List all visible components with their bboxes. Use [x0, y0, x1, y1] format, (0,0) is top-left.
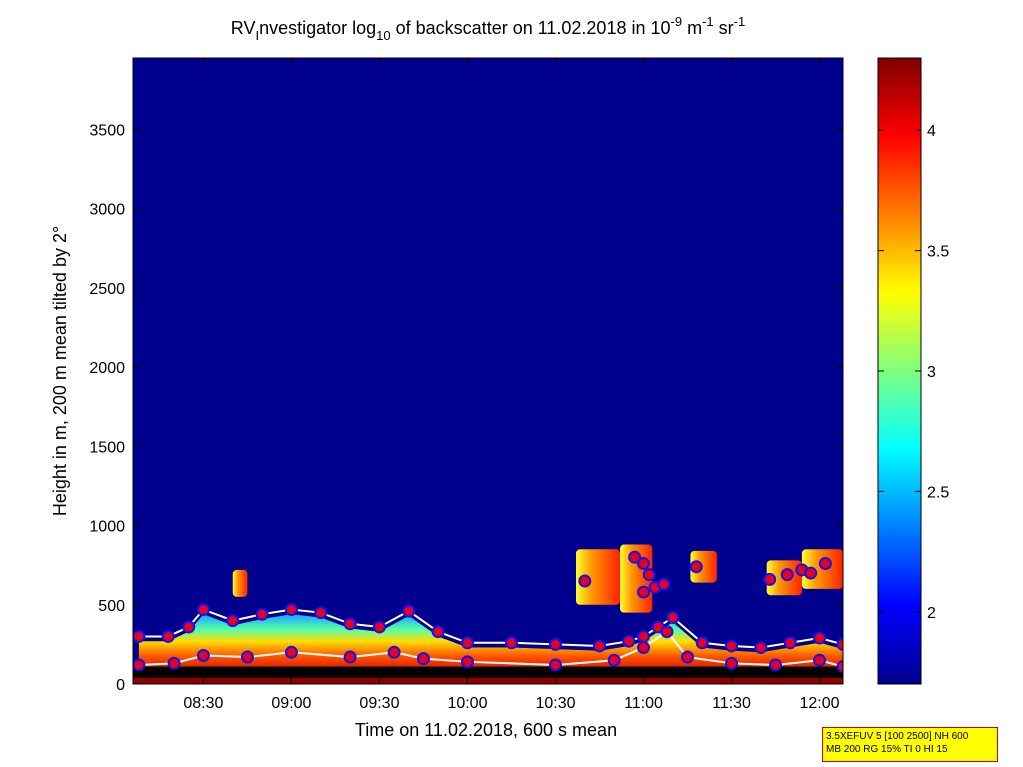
mid-marker-8 — [460, 655, 474, 669]
cloud-patch-0 — [232, 569, 248, 597]
bl-marker-7 — [314, 606, 328, 620]
bl-marker-10 — [402, 604, 416, 618]
y-axis-label: Height in m, 200 m mean tilted by 2° — [50, 226, 70, 516]
cloud-marker-0 — [578, 574, 592, 588]
y-tick-label-7: 3500 — [89, 122, 125, 139]
bl-marker-11 — [431, 625, 445, 639]
mid-marker-9 — [548, 658, 562, 672]
bl-marker-21 — [725, 639, 739, 653]
bl-marker-5 — [255, 607, 269, 621]
plot-frame — [132, 57, 844, 685]
y-tick-label-3: 1500 — [89, 439, 125, 456]
cloud-marker-1 — [628, 550, 642, 564]
bl-marker-13 — [504, 636, 518, 650]
colorbar-tick-label-1: 2.5 — [927, 484, 949, 501]
info-line-2: MB 200 RG 15% TI 0 HI 15 — [826, 744, 948, 755]
mid-marker-0 — [133, 658, 146, 672]
info-box: 3.5XEFUV 5 [100 2500] NH 600 MB 200 RG 1… — [822, 727, 998, 762]
cloud-marker-8 — [763, 572, 777, 586]
x-axis-ticks: 08:30 09:00 09:30 10:00 10:30 11:00 11:30 12:00 — [183, 58, 840, 712]
colorbar-tick-label-0: 2 — [927, 605, 936, 622]
y-tick-label-2: 1000 — [89, 519, 125, 536]
bl-marker-20 — [695, 636, 709, 650]
cloud-marker-2 — [636, 557, 650, 571]
y-tick-label-5: 2500 — [89, 281, 125, 298]
mid-marker-10 — [607, 653, 621, 667]
bl-marker-24 — [813, 631, 827, 645]
plot-area — [133, 58, 843, 684]
x-tick-label-4: 10:30 — [535, 695, 575, 712]
bl-marker-3 — [196, 603, 210, 617]
bl-marker-23 — [783, 636, 797, 650]
x-tick-label-1: 09:00 — [271, 695, 311, 712]
mid-marker-12 — [660, 625, 674, 639]
bl-marker-8 — [343, 617, 357, 631]
colorbar-tick-label-2: 3 — [927, 364, 936, 381]
mid-marker-15 — [769, 658, 783, 672]
y-tick-label-0: 0 — [116, 677, 125, 694]
x-axis-label: Time on 11.02.2018, 600 s mean — [355, 720, 617, 740]
colorbar-ticks: 2 2.5 3 3.5 4 — [878, 123, 949, 622]
mid-marker-6 — [387, 645, 401, 659]
bl-marker-16 — [622, 634, 636, 648]
y-tick-label-6: 3000 — [89, 202, 125, 219]
mid-marker-16 — [813, 653, 827, 667]
cloud-marker-5 — [636, 585, 650, 599]
bl-marker-15 — [592, 639, 606, 653]
y-axis-ticks: 0 500 1000 1500 2000 2500 3000 3500 — [89, 122, 843, 694]
bl-marker-19 — [666, 610, 680, 624]
mid-marker-7 — [416, 652, 430, 666]
bl-marker-4 — [226, 614, 240, 628]
cloud-marker-9 — [780, 568, 794, 582]
chart-title: RVInvestigator log10 of backscatter on 1… — [231, 14, 745, 43]
mid-marker-11 — [636, 641, 650, 655]
bl-marker-14 — [548, 637, 562, 651]
mid-layer-line — [138, 630, 843, 668]
bl-marker-22 — [754, 641, 768, 655]
bl-marker-9 — [372, 620, 386, 634]
mid-marker-2 — [196, 648, 210, 662]
ground-line — [133, 666, 843, 678]
layer-markers — [133, 550, 843, 674]
cloud-marker-12 — [818, 557, 832, 571]
mid-marker-13 — [681, 650, 695, 664]
cloud-patch-1 — [576, 549, 621, 605]
mid-marker-4 — [284, 645, 298, 659]
mid-marker-1 — [167, 656, 181, 670]
colorbar — [877, 57, 922, 685]
cloud-patch-3 — [690, 550, 717, 583]
mid-marker-3 — [240, 650, 254, 664]
cloud-marker-11 — [804, 566, 818, 580]
bl-marker-25 — [836, 637, 843, 651]
bl-marker-0 — [133, 629, 146, 643]
colorbar-tick-label-3: 3.5 — [927, 244, 949, 261]
colorbar-tick-label-4: 4 — [927, 123, 936, 140]
x-tick-label-6: 11:30 — [712, 695, 751, 712]
bl-marker-6 — [284, 603, 298, 617]
bl-marker-2 — [182, 620, 196, 634]
bl-marker-1 — [161, 629, 175, 643]
mid-marker-14 — [725, 656, 739, 670]
bl-marker-17 — [636, 629, 650, 643]
cloud-marker-7 — [689, 560, 703, 574]
mid-marker-17 — [836, 660, 843, 674]
x-tick-label-2: 09:30 — [359, 695, 399, 712]
x-tick-label-5: 11:00 — [624, 695, 663, 712]
x-tick-label-3: 10:00 — [447, 695, 487, 712]
plot-background — [133, 58, 843, 684]
x-tick-label-0: 08:30 — [183, 695, 223, 712]
y-tick-label-1: 500 — [98, 598, 125, 615]
bl-marker-12 — [460, 636, 474, 650]
info-line-1: 3.5XEFUV 5 [100 2500] NH 600 — [826, 731, 969, 742]
cloud-marker-3 — [642, 568, 656, 582]
y-tick-label-4: 2000 — [89, 360, 125, 377]
mid-marker-5 — [343, 650, 357, 664]
cloud-marker-6 — [657, 577, 671, 591]
x-tick-label-7: 12:00 — [800, 695, 840, 712]
